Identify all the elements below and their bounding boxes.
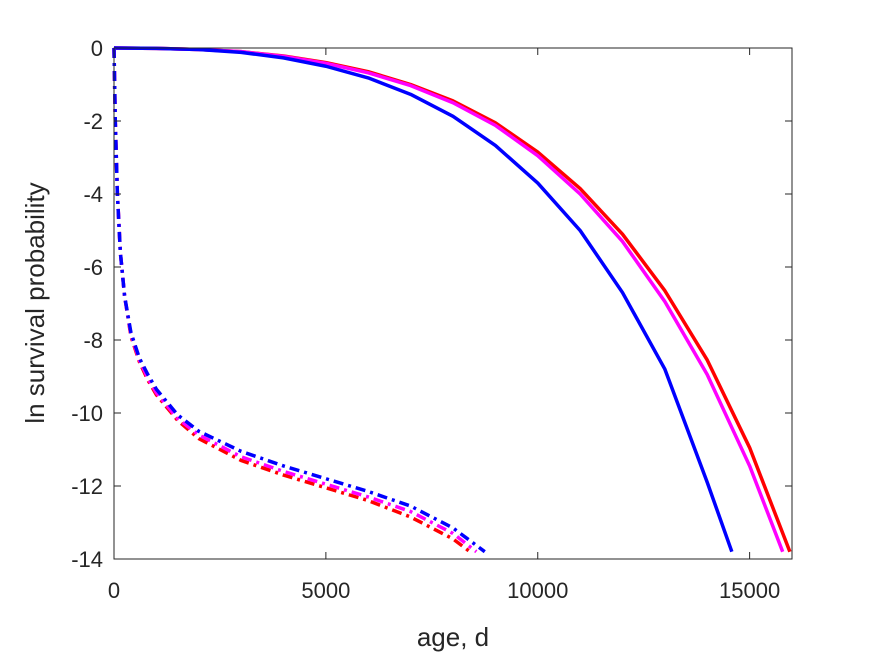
x-axis-label: age, d	[417, 622, 489, 652]
y-tick-label: -4	[83, 182, 103, 207]
x-tick-label: 5000	[301, 578, 350, 603]
y-axis: 0 -2 -4 -6 -8 -10 -12 -14	[71, 36, 792, 572]
y-tick-label: -12	[71, 474, 103, 499]
plot-area-background	[114, 48, 792, 559]
plot-frame	[113, 47, 793, 560]
series-line-5	[112, 47, 478, 554]
y-tick-label: -6	[83, 255, 103, 280]
y-tick-label: 0	[91, 36, 103, 61]
x-axis: 0 5000 10000 15000	[108, 48, 780, 603]
x-tick-label: 0	[108, 578, 120, 603]
series-line-3	[113, 46, 734, 553]
y-tick-label: -2	[83, 109, 103, 134]
x-tick-label: 15000	[719, 578, 780, 603]
y-axis-label: ln survival probability	[20, 182, 50, 423]
y-tick-label: -14	[71, 547, 103, 572]
y-tick-label: -10	[71, 401, 103, 426]
x-tick-label: 10000	[507, 578, 568, 603]
y-tick-label: -8	[83, 328, 103, 353]
series-layer	[112, 46, 792, 554]
